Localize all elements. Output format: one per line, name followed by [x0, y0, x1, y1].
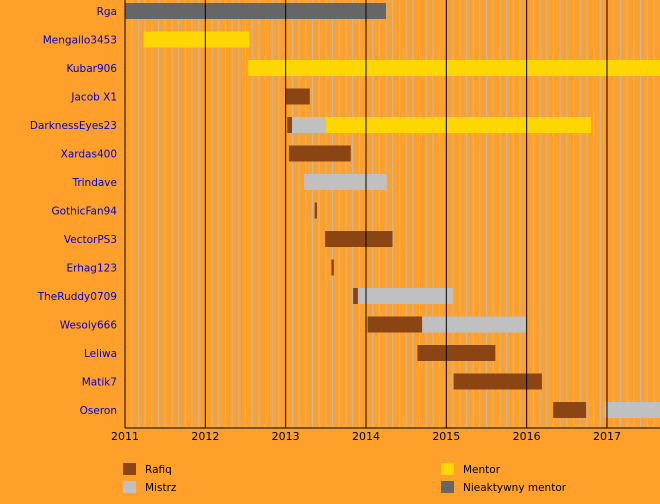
bar-mistrz — [357, 288, 453, 304]
bar-mistrz — [422, 316, 527, 333]
legend-swatch-mentor — [441, 463, 454, 475]
bar-rafiq — [285, 88, 310, 105]
legend-label-rafiq: Rafiq — [145, 464, 172, 476]
bar-rafiq — [287, 117, 293, 133]
x-tick-label: 2014 — [352, 430, 380, 443]
x-tick-label: 2011 — [111, 430, 139, 443]
bar-mistrz — [604, 402, 660, 418]
x-tick-label: 2013 — [272, 430, 300, 443]
row-label[interactable]: Oseron — [80, 405, 117, 417]
bar-mentor — [247, 60, 660, 76]
row-label[interactable]: Xardas400 — [61, 149, 117, 161]
x-tick-label: 2015 — [432, 430, 460, 443]
bar-rafiq — [367, 316, 423, 333]
row-label[interactable]: DarknessEyes23 — [30, 120, 117, 132]
row-label[interactable]: TheRuddy0709 — [37, 291, 117, 303]
x-tick-label: 2017 — [593, 430, 621, 443]
legend-swatch-mistrz — [123, 481, 136, 493]
bar-rafiq — [417, 345, 496, 361]
bar-rafiq — [353, 288, 358, 304]
row-label[interactable]: VectorPS3 — [64, 234, 117, 246]
row-label[interactable]: Trindave — [71, 177, 117, 189]
legend-swatch-inactive — [441, 481, 454, 493]
bar-mentor — [143, 31, 250, 48]
row-label[interactable]: Leliwa — [84, 348, 117, 360]
bar-rafiq — [553, 402, 587, 418]
row-label[interactable]: Kubar906 — [67, 63, 118, 75]
row-label[interactable]: Jacob X1 — [70, 92, 117, 104]
bar-rafiq — [331, 259, 334, 276]
legend-swatch-rafiq — [123, 463, 136, 475]
bar-mistrz — [304, 174, 387, 190]
row-label[interactable]: GothicFan94 — [51, 206, 117, 218]
row-label[interactable]: Matik7 — [82, 377, 117, 389]
x-tick-label: 2016 — [513, 430, 541, 443]
x-tick-label: 2012 — [191, 430, 219, 443]
bar-rafiq — [453, 373, 542, 390]
bar-rafiq — [288, 145, 351, 162]
legend-label-mentor: Mentor — [463, 464, 501, 476]
bar-mentor — [325, 117, 591, 133]
legend-label-mistrz: Mistrz — [145, 482, 177, 494]
bar-rafiq — [314, 202, 317, 219]
bar-mistrz — [292, 117, 326, 133]
row-label[interactable]: Erhag123 — [66, 263, 117, 275]
row-label[interactable]: Mengallo3453 — [43, 35, 117, 47]
bar-rafiq — [325, 231, 393, 247]
row-label[interactable]: Rga — [97, 6, 117, 18]
row-label[interactable]: Wesoly666 — [60, 320, 118, 332]
legend-label-inactive: Nieaktywny mentor — [463, 482, 567, 494]
bar-inactive — [125, 3, 387, 19]
